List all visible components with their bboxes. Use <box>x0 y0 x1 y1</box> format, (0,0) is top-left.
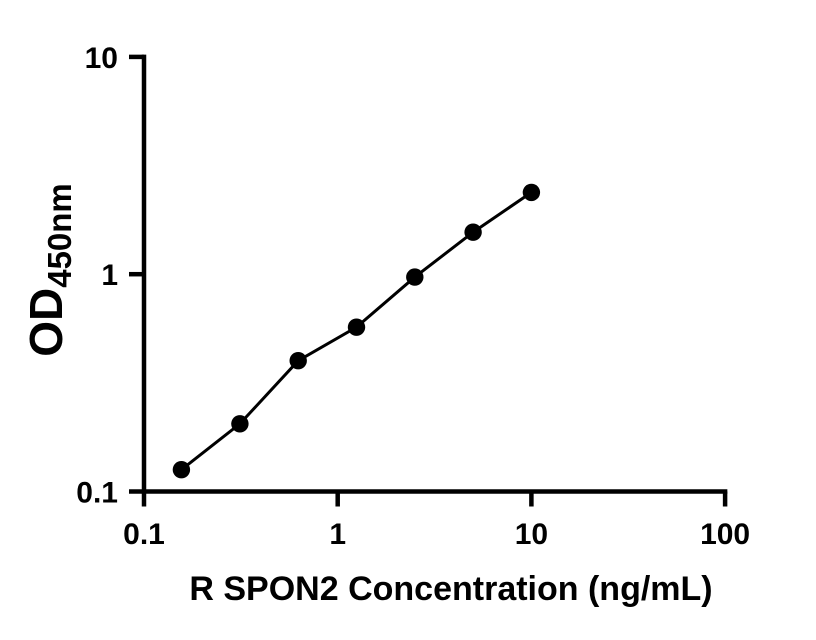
y-tick-label: 1 <box>101 259 118 292</box>
data-point <box>231 415 249 433</box>
x-tick-label: 0.1 <box>123 518 165 551</box>
tick-marks <box>129 54 728 507</box>
x-tick-label: 10 <box>515 518 548 551</box>
x-tick-label: 100 <box>700 518 750 551</box>
data-series <box>172 183 541 479</box>
data-point <box>464 223 482 241</box>
y-axis-title: OD450nm <box>20 183 78 357</box>
data-point <box>172 461 191 479</box>
data-point <box>406 268 424 286</box>
y-axis-title-main: OD <box>20 288 72 357</box>
y-tick-label: 10 <box>85 42 118 75</box>
tick-labels: 0.1 1 10 0.1 1 10 100 <box>76 42 750 551</box>
x-tick-label: 1 <box>329 518 346 551</box>
data-point <box>522 183 541 202</box>
y-tick-label: 0.1 <box>76 477 118 510</box>
data-point <box>289 352 307 370</box>
data-point <box>347 318 366 336</box>
y-axis-title-sub: 450nm <box>41 183 78 288</box>
x-axis-title: R SPON2 Concentration (ng/mL) <box>189 570 712 608</box>
